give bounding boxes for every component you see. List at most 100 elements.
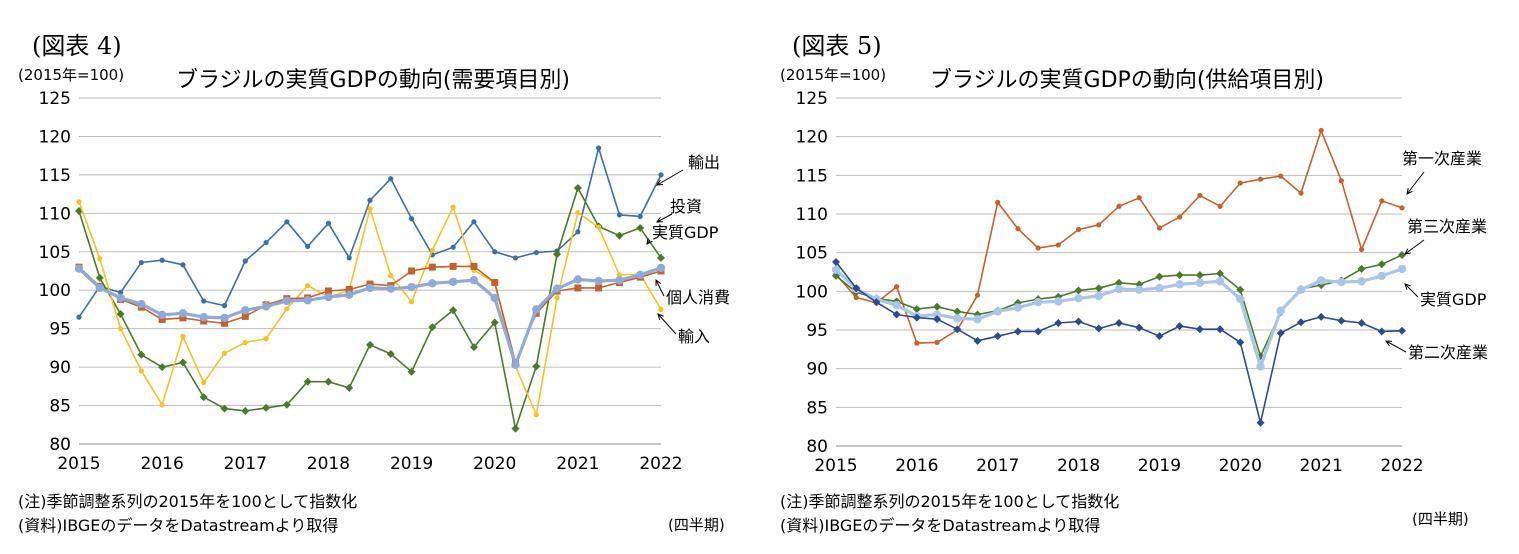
data-point: [1377, 271, 1386, 281]
data-point: [428, 263, 436, 271]
data-point: [831, 265, 841, 274]
series-実質GDP: [831, 264, 1407, 371]
y-tick-label: 105: [39, 243, 71, 263]
data-point: [1237, 180, 1243, 186]
data-point: [1399, 205, 1405, 211]
annotation-label: 投資: [670, 197, 702, 216]
data-point: [138, 259, 144, 266]
data-point: [615, 231, 624, 240]
data-point: [221, 350, 228, 356]
data-point: [491, 279, 499, 287]
annotation-label: 輸入: [678, 327, 710, 346]
data-point: [1175, 280, 1184, 289]
data-point: [574, 284, 582, 292]
data-point: [386, 350, 395, 359]
data-point: [1358, 246, 1365, 253]
data-point: [1197, 192, 1203, 199]
y-tick-label: 80: [806, 437, 828, 457]
series-第一次産業: [833, 127, 1405, 346]
data-point: [832, 271, 840, 280]
data-point: [76, 199, 82, 205]
data-point: [179, 314, 187, 322]
data-point: [1317, 312, 1326, 321]
data-point: [1094, 324, 1103, 333]
data-point: [241, 312, 249, 320]
annotation-label: 輸出: [688, 153, 720, 172]
data-point: [282, 296, 292, 306]
data-point: [1075, 226, 1082, 233]
x-tick-label: 2016: [141, 454, 184, 474]
data-point: [912, 313, 921, 322]
data-point: [573, 275, 583, 284]
x-tick-label: 2015: [814, 456, 857, 476]
x-tick-label: 2021: [1300, 456, 1343, 476]
chart-plot-5: 80 85 90 95 100 105 110 115 120 125 2015 2016 2017 20…: [796, 89, 1488, 476]
data-point: [533, 249, 539, 256]
data-point: [1054, 297, 1063, 306]
data-point: [1034, 327, 1043, 336]
data-point: [933, 302, 942, 311]
y-tick-label: 85: [49, 397, 71, 417]
data-point: [469, 343, 478, 352]
frequency-label: (四半期): [1412, 510, 1469, 528]
data-point: [221, 303, 228, 309]
data-point: [1357, 319, 1366, 328]
y-tick-label: 90: [49, 358, 71, 378]
data-point: [116, 293, 125, 303]
series-投資: [75, 183, 665, 433]
data-point: [1377, 260, 1386, 269]
source-text: (資料)IBGEのデータをDatastreamより取得: [780, 516, 1101, 535]
data-point: [1136, 195, 1142, 201]
data-point: [1337, 277, 1346, 287]
data-point: [263, 239, 269, 246]
chart-panel-4: (図表 4) (2015年=100) ブラジルの実質GDPの動向(需要項目別) …: [0, 0, 759, 554]
data-point: [1195, 278, 1205, 288]
data-point: [386, 284, 395, 293]
data-point: [554, 295, 560, 301]
y-tick-label: 85: [806, 398, 828, 418]
data-point: [305, 283, 311, 289]
data-point: [512, 255, 519, 261]
data-point: [914, 340, 920, 346]
data-point: [596, 145, 602, 151]
x-tick-label: 2020: [1219, 456, 1262, 476]
data-point: [1318, 127, 1324, 134]
series-実質GDP: [74, 263, 666, 370]
data-point: [1257, 176, 1264, 182]
data-point: [953, 307, 962, 316]
data-point: [934, 339, 940, 345]
annotation-arrowhead: [655, 278, 662, 287]
data-point: [490, 318, 499, 327]
data-point: [511, 360, 520, 370]
data-point: [221, 319, 228, 327]
data-point: [1276, 329, 1285, 338]
data-point: [449, 306, 458, 315]
series-line: [835, 129, 1403, 344]
y-tick-label: 100: [39, 281, 71, 301]
data-point: [469, 276, 479, 285]
annotation-label: 個人消費: [666, 288, 730, 307]
data-point: [1175, 271, 1184, 280]
data-point: [596, 224, 602, 230]
data-point: [97, 256, 103, 262]
x-tick-label: 2022: [639, 454, 682, 474]
data-point: [74, 264, 84, 273]
chart-title: ブラジルの実質GDPの動向(供給項目別): [930, 68, 1324, 93]
data-point: [636, 223, 645, 232]
data-point: [595, 284, 603, 292]
series-line: [835, 254, 1403, 358]
data-point: [1195, 325, 1204, 334]
chart-title: ブラジルの実質GDPの動向(需要項目別): [176, 68, 570, 93]
data-point: [1155, 284, 1164, 293]
data-point: [95, 273, 104, 282]
note-text: (注)季節調整系列の2015年を100として指数化: [780, 492, 1120, 511]
y-tick-label: 115: [796, 166, 828, 186]
data-point: [532, 305, 541, 314]
data-point: [532, 362, 541, 371]
data-point: [616, 272, 623, 278]
data-point: [345, 383, 354, 392]
annotation-label: 第三次産業: [1407, 217, 1487, 236]
data-point: [324, 377, 333, 386]
data-point: [241, 406, 250, 415]
data-point: [345, 285, 353, 293]
